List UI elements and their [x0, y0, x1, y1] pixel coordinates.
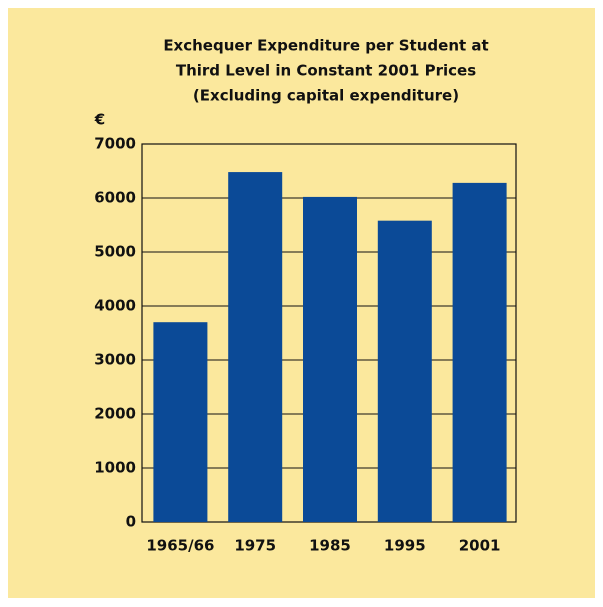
y-tick-label: 3000: [94, 351, 136, 369]
y-tick-label: 1000: [94, 459, 136, 477]
y-tick-label: 5000: [94, 243, 136, 261]
y-tick-label: 4000: [94, 297, 136, 315]
x-tick-label: 2001: [459, 537, 501, 555]
bar: [303, 196, 357, 523]
chart-title: Third Level in Constant 2001 Prices: [176, 62, 476, 80]
y-tick-label: 0: [126, 513, 136, 531]
y-axis-label: €: [94, 111, 105, 129]
bar: [153, 322, 208, 522]
x-tick-label: 1965/66: [146, 537, 214, 555]
x-tick-label: 1995: [384, 537, 426, 555]
bar: [228, 172, 283, 522]
x-tick-label: 1985: [309, 537, 351, 555]
y-tick-label: 2000: [94, 405, 136, 423]
y-tick-label: 7000: [94, 135, 136, 153]
x-tick-label: 1975: [234, 537, 276, 555]
chart-subtitle: (Excluding capital expenditure): [193, 87, 459, 105]
bar: [452, 182, 507, 522]
y-tick-label: 6000: [94, 189, 136, 207]
chart-title: Exchequer Expenditure per Student at: [163, 37, 488, 55]
bar: [377, 220, 432, 522]
